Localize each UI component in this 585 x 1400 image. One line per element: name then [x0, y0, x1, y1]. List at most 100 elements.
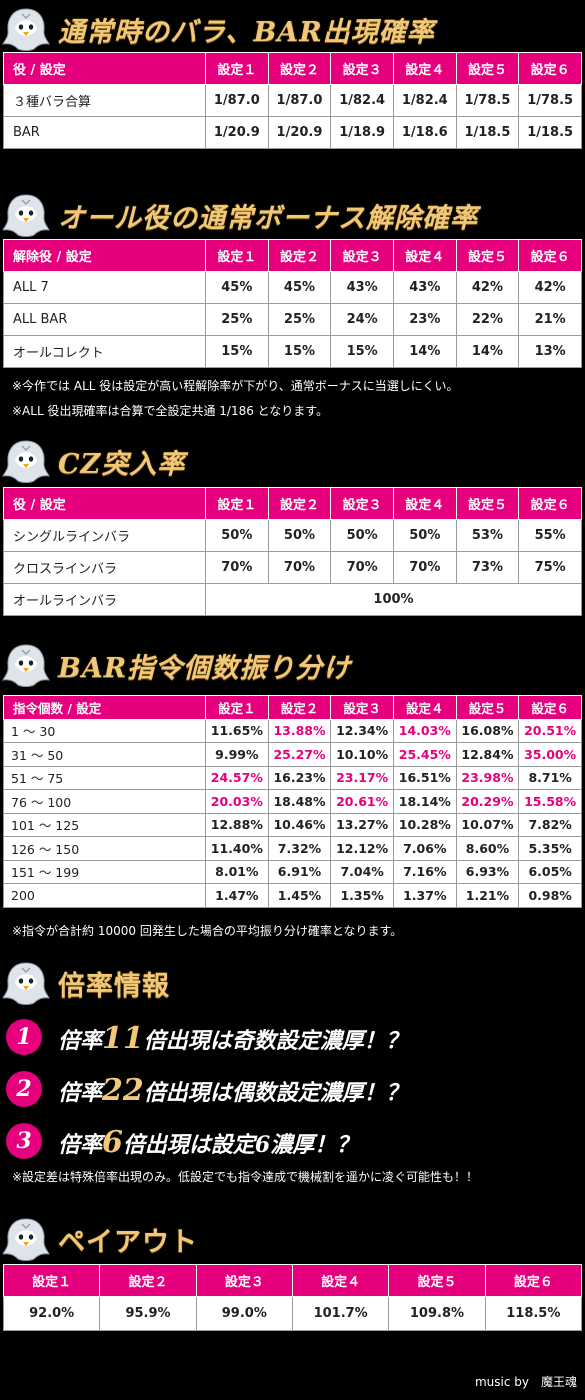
- cell-value: 15%: [330, 335, 394, 368]
- column-header: 設定４: [392, 52, 457, 85]
- cell-value: 118.5%: [484, 1296, 583, 1331]
- cell-value: 92.0%: [2, 1296, 101, 1331]
- cell-value: 1.45%: [267, 883, 332, 908]
- cell-value: 5.35%: [518, 836, 582, 861]
- section-header: CZ突入率: [0, 436, 585, 486]
- cell-value: 21%: [518, 303, 582, 336]
- table-row: 101 〜 125 12.88% 10.46% 13.27% 10.28% 10.07% 7…: [3, 812, 582, 837]
- column-header: 設定５: [455, 239, 520, 272]
- penguin-mascot-icon: [2, 438, 50, 484]
- column-header: 設定３: [330, 52, 394, 85]
- cell-value: 1/78.5: [455, 84, 520, 117]
- table-row: 76 〜 100 20.03% 18.48% 20.61% 18.14% 20.29% 15…: [3, 789, 582, 814]
- multiplier-prefix: 倍率: [58, 1080, 103, 1106]
- column-header: 設定１: [205, 239, 269, 272]
- row-label: オールコレクト: [3, 335, 206, 368]
- row-label: 31 〜 50: [3, 742, 206, 767]
- music-credit: music by 魔王魂: [474, 1375, 577, 1389]
- cell-value: 0.98%: [518, 883, 582, 908]
- cell-value: 9.99%: [205, 742, 269, 767]
- cell-value: 13.27%: [330, 812, 394, 837]
- cell-value: 50%: [330, 519, 394, 552]
- column-header: 設定４: [392, 487, 457, 520]
- cell-value: 1/87.0: [267, 84, 332, 117]
- table-row: ALL BAR 25% 25% 24% 23% 22% 21%: [3, 303, 582, 336]
- cell-value: 25.45%: [392, 742, 457, 767]
- cell-value: 11.65%: [205, 718, 269, 743]
- section-barcmd: BAR指令個数振り分け: [0, 640, 585, 690]
- column-header: 設定６: [518, 487, 582, 520]
- cell-value: 25.27%: [267, 742, 332, 767]
- row-label: 76 〜 100: [3, 789, 206, 814]
- penguin-mascot-icon: [2, 642, 50, 688]
- table-row: 126 〜 150 11.40% 7.32% 12.12% 7.06% 8.60% 5.35…: [3, 836, 582, 861]
- section-title: 倍率情報: [58, 971, 170, 1002]
- multiplier-value: 22: [102, 1073, 144, 1108]
- column-header: 設定６: [518, 239, 582, 272]
- cell-value: 6.93%: [455, 859, 520, 884]
- multiplier-text: 倍率6倍出現は設定6濃厚！？: [58, 1125, 358, 1160]
- table-row: シングルラインバラ 50% 50% 50% 50% 53% 55%: [3, 519, 582, 552]
- multiplier-value: 11: [102, 1021, 144, 1056]
- multiplier-suffix: 倍出現は奇数設定濃厚！？: [143, 1028, 408, 1054]
- multiplier-value: 6: [102, 1125, 123, 1160]
- cell-value: 16.51%: [392, 765, 457, 790]
- note: ※今作では ALL 役は設定が高い程解除率が下がり、通常ボーナスに当選しにくい。: [12, 379, 459, 393]
- cell-value: 1/18.5: [455, 116, 520, 149]
- payout-table: 設定１ 設定２ 設定３ 設定４ 設定５ 設定６ 92.0% 95.9% 99.0% 101.7% 1…: [2, 1264, 583, 1331]
- note: ※ALL 役出現確率は合算で全設定共通 1/186 となります。: [12, 404, 329, 418]
- cell-value: 15%: [205, 335, 269, 368]
- column-header: 設定２: [267, 239, 332, 272]
- row-label: クロスラインバラ: [3, 551, 206, 584]
- cell-value: 12.84%: [455, 742, 520, 767]
- multiplier-suffix: 倍出現は偶数設定濃厚！？: [143, 1080, 408, 1106]
- table-row: 1 〜 30 11.65% 13.88% 12.34% 14.03% 16.08% 20.5…: [3, 718, 582, 743]
- cell-value: 10.46%: [267, 812, 332, 837]
- column-header: 指令個数 / 設定: [3, 695, 206, 720]
- multiplier-item: 1 倍率11倍出現は奇数設定濃厚！？: [6, 1017, 566, 1057]
- cell-value: 7.32%: [267, 836, 332, 861]
- cell-value: 20.51%: [518, 718, 582, 743]
- cell-value: 8.71%: [518, 765, 582, 790]
- cell-value: 22%: [455, 303, 520, 336]
- cell-value: 6.05%: [518, 859, 582, 884]
- cell-value: 73%: [455, 551, 520, 584]
- column-header: 設定２: [267, 52, 332, 85]
- cell-value: 23%: [392, 303, 457, 336]
- cell-value: 8.01%: [205, 859, 269, 884]
- row-label: ALL 7: [3, 271, 206, 304]
- column-header: 設定３: [330, 239, 394, 272]
- cell-value: 20.61%: [330, 789, 394, 814]
- multiplier-suffix: 倍出現は設定6濃厚！？: [122, 1132, 359, 1158]
- cell-value: 14%: [392, 335, 457, 368]
- column-header: 設定６: [518, 52, 582, 85]
- row-label: シングルラインバラ: [3, 519, 206, 552]
- column-header: 設定１: [205, 487, 269, 520]
- column-header: 解除役 / 設定: [3, 239, 206, 272]
- multiplier-text: 倍率11倍出現は奇数設定濃厚！？: [58, 1021, 408, 1056]
- cell-value: 99.0%: [195, 1296, 293, 1331]
- cell-value: 1.47%: [205, 883, 269, 908]
- cell-value: 42%: [455, 271, 520, 304]
- cz-table: 役 / 設定 設定１ 設定２ 設定３ 設定４ 設定５ 設定６ シングルラインバラ 50% 50% 5…: [3, 487, 582, 616]
- section-title: ペイアウト: [58, 1227, 198, 1258]
- multiplier-prefix: 倍率: [58, 1132, 103, 1158]
- cell-value: 14.03%: [392, 718, 457, 743]
- section-header: 倍率情報: [0, 958, 585, 1008]
- column-header: 設定６: [484, 1264, 583, 1297]
- cell-value: 12.12%: [330, 836, 394, 861]
- row-label: 1 〜 30: [3, 718, 206, 743]
- cell-value: 70%: [392, 551, 457, 584]
- table-row: 31 〜 50 9.99% 25.27% 10.10% 25.45% 12.84% 35.0…: [3, 742, 582, 767]
- cell-value: 109.8%: [388, 1296, 486, 1331]
- number-badge: 1: [6, 1019, 42, 1055]
- cell-value: 101.7%: [291, 1296, 390, 1331]
- column-header: 設定５: [455, 52, 520, 85]
- cell-value: 8.60%: [455, 836, 520, 861]
- cell-value: 1/78.5: [518, 84, 582, 117]
- cell-value: 23.17%: [330, 765, 394, 790]
- column-header: 設定４: [392, 239, 457, 272]
- cell-value: 7.04%: [330, 859, 394, 884]
- row-label: BAR: [3, 116, 206, 149]
- section-allrole: オール役の通常ボーナス解除確率: [0, 190, 585, 240]
